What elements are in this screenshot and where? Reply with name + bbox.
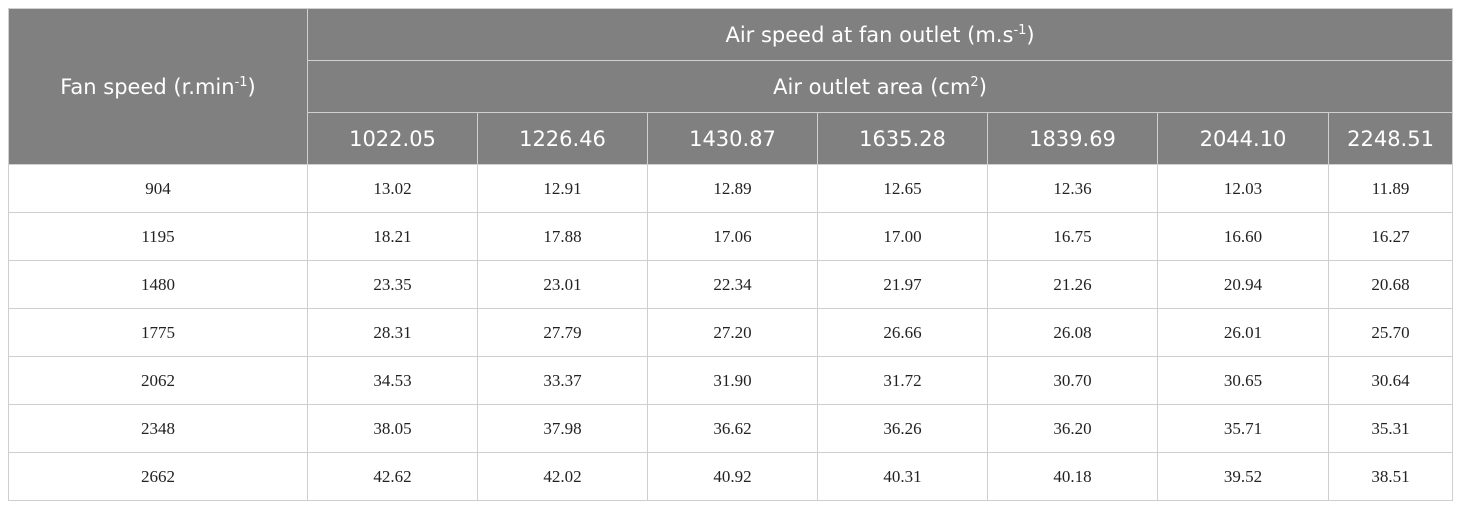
row-label-cell: 1195: [8, 212, 308, 261]
data-cell: 28.31: [307, 308, 478, 357]
column-header: 1226.46: [477, 112, 648, 165]
data-row: 2062 34.53 33.37 31.90 31.72 30.70 30.65 30.64: [8, 356, 1454, 405]
data-cell: 38.05: [307, 404, 478, 453]
data-cell: 34.53: [307, 356, 478, 405]
data-cell: 30.70: [987, 356, 1158, 405]
column-header: 2248.51: [1327, 112, 1454, 165]
sub-header-cell: Air outlet area (cm2): [306, 60, 1454, 113]
header-text-end: ): [978, 74, 987, 99]
data-row: 1195 18.21 17.88 17.06 17.00 16.75 16.60 16.27: [8, 212, 1454, 261]
data-cell: 39.52: [1157, 452, 1329, 501]
header-row: 1022.05 1226.46 1430.87 1635.28 1839.69 2044.…: [9, 112, 1454, 165]
data-cell: 18.21: [307, 212, 478, 261]
data-cell: 30.65: [1157, 356, 1329, 405]
data-cell: 40.18: [987, 452, 1158, 501]
header-superscript: -1: [1013, 22, 1027, 38]
data-cell: 37.98: [477, 404, 648, 453]
data-row: 904 13.02 12.91 12.89 12.65 12.36 12.03 11.89: [8, 164, 1454, 213]
header-row: Air outlet area (cm2): [9, 60, 1454, 113]
data-cell: 27.20: [647, 308, 818, 357]
data-cell: 17.00: [817, 212, 988, 261]
header-text: Fan speed (r.min: [60, 74, 235, 99]
row-label-cell: 904: [8, 164, 308, 213]
group-header-cell: Air speed at fan outlet (m.s-1): [306, 8, 1454, 61]
row-label-cell: 2348: [8, 404, 308, 453]
data-cell: 20.68: [1327, 260, 1454, 309]
data-cell: 33.37: [477, 356, 648, 405]
data-cell: 26.01: [1157, 308, 1329, 357]
header-row: Fan speed (r.min-1) Air speed at fan outl…: [8, 8, 1454, 165]
data-cell: 36.20: [987, 404, 1158, 453]
data-cell: 11.89: [1327, 164, 1454, 213]
data-cell: 22.34: [647, 260, 818, 309]
header-text: Air speed at fan outlet (m.s: [725, 22, 1014, 47]
data-cell: 20.94: [1157, 260, 1329, 309]
header-superscript: 2: [970, 74, 979, 90]
header-text: Air outlet area (cm: [773, 74, 971, 99]
data-cell: 40.31: [817, 452, 988, 501]
data-cell: 38.51: [1327, 452, 1454, 501]
data-cell: 12.89: [647, 164, 818, 213]
data-cell: 35.31: [1327, 404, 1454, 453]
table-head: Fan speed (r.min-1) Air speed at fan outl…: [8, 8, 1454, 165]
data-cell: 21.97: [817, 260, 988, 309]
data-cell: 12.65: [817, 164, 988, 213]
data-cell: 31.90: [647, 356, 818, 405]
data-cell: 12.03: [1157, 164, 1329, 213]
header-text-end: ): [247, 74, 256, 99]
row-label-cell: 1775: [8, 308, 308, 357]
row-label-cell: 2662: [8, 452, 308, 501]
data-cell: 12.91: [477, 164, 648, 213]
data-table: Fan speed (r.min-1) Air speed at fan outl…: [8, 8, 1454, 501]
column-header: 1839.69: [987, 112, 1158, 165]
table-body: 904 13.02 12.91 12.89 12.65 12.36 12.03 11.89 11…: [8, 164, 1454, 501]
row-label-cell: 2062: [8, 356, 308, 405]
data-cell: 40.92: [647, 452, 818, 501]
data-row: 2348 38.05 37.98 36.62 36.26 36.20 35.71 35.31: [8, 404, 1454, 453]
column-header: 2044.10: [1157, 112, 1329, 165]
data-cell: 26.66: [817, 308, 988, 357]
data-cell: 16.75: [987, 212, 1158, 261]
column-header: 1430.87: [647, 112, 818, 165]
data-cell: 16.27: [1327, 212, 1454, 261]
data-cell: 21.26: [987, 260, 1158, 309]
row-label-cell: 1480: [8, 260, 308, 309]
data-cell: 17.06: [647, 212, 818, 261]
data-cell: 23.01: [477, 260, 648, 309]
data-cell: 36.62: [647, 404, 818, 453]
data-cell: 25.70: [1327, 308, 1454, 357]
data-cell: 26.08: [987, 308, 1158, 357]
header-superscript: -1: [234, 74, 248, 90]
data-cell: 30.64: [1327, 356, 1454, 405]
data-row: 1775 28.31 27.79 27.20 26.66 26.08 26.01 25.70: [8, 308, 1454, 357]
data-cell: 23.35: [307, 260, 478, 309]
data-cell: 35.71: [1157, 404, 1329, 453]
data-cell: 42.02: [477, 452, 648, 501]
data-cell: 12.36: [987, 164, 1158, 213]
data-cell: 27.79: [477, 308, 648, 357]
data-cell: 16.60: [1157, 212, 1329, 261]
data-row: 2662 42.62 42.02 40.92 40.31 40.18 39.52 38.51: [8, 452, 1454, 501]
row-header-cell: Fan speed (r.min-1): [8, 8, 308, 165]
data-cell: 17.88: [477, 212, 648, 261]
data-cell: 31.72: [817, 356, 988, 405]
column-header: 1635.28: [817, 112, 988, 165]
data-cell: 13.02: [307, 164, 478, 213]
column-header: 1022.05: [307, 112, 478, 165]
data-cell: 36.26: [817, 404, 988, 453]
data-cell: 42.62: [307, 452, 478, 501]
header-text-end: ): [1026, 22, 1035, 47]
data-row: 1480 23.35 23.01 22.34 21.97 21.26 20.94 20.68: [8, 260, 1454, 309]
